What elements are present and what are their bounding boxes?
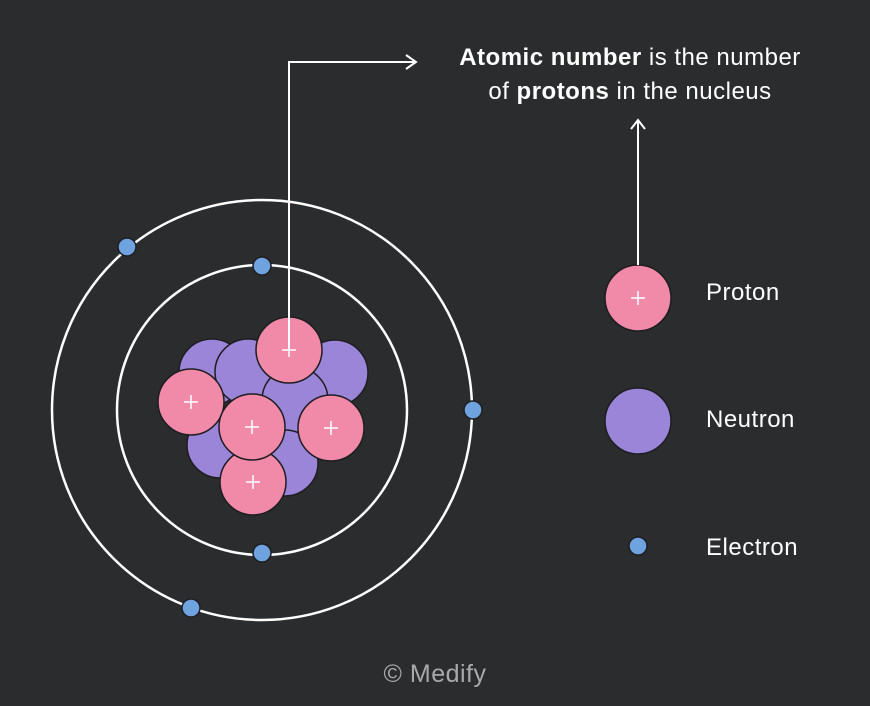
legend-electron xyxy=(628,536,648,556)
arrow xyxy=(630,118,646,265)
legend-label: Proton xyxy=(706,279,780,306)
caption-text: is the number xyxy=(648,44,801,71)
electron xyxy=(252,543,272,563)
legend-label: Electron xyxy=(706,534,799,561)
caption-bold: Atomic number xyxy=(459,44,642,71)
electron xyxy=(252,256,272,276)
electron xyxy=(463,400,483,420)
caption-line: Atomic number is the number xyxy=(420,44,840,72)
caption-bold: protons xyxy=(516,78,610,105)
legend-neutron xyxy=(604,387,672,455)
caption-text: in the nucleus xyxy=(616,78,772,105)
caption-line: of protons in the nucleus xyxy=(420,78,840,106)
copyright: © Medify xyxy=(383,660,487,688)
legend-label: Neutron xyxy=(706,406,795,433)
plus-signs xyxy=(184,291,645,489)
electron xyxy=(181,598,201,618)
arrow xyxy=(288,54,418,350)
caption-text: of xyxy=(488,78,510,105)
electron xyxy=(117,237,137,257)
